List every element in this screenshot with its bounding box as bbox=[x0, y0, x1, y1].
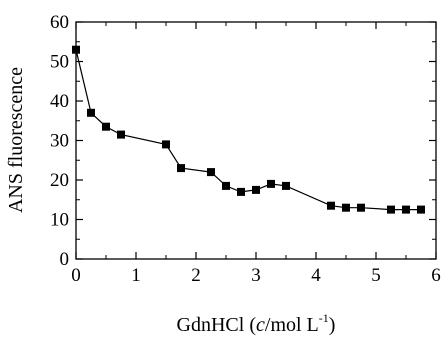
y-tick-label: 40 bbox=[50, 91, 69, 112]
y-tick-label: 30 bbox=[50, 131, 69, 152]
x-tick-label: 6 bbox=[431, 265, 441, 286]
y-tick-label: 0 bbox=[60, 249, 70, 270]
data-point bbox=[282, 181, 290, 190]
data-point bbox=[252, 185, 260, 194]
x-axis-title: GdnHCl (c/mol L-1) bbox=[177, 311, 336, 336]
y-tick-label: 10 bbox=[50, 210, 69, 231]
data-point bbox=[267, 179, 275, 188]
data-point bbox=[207, 168, 215, 177]
data-point bbox=[117, 130, 125, 139]
y-tick-label: 60 bbox=[50, 12, 69, 33]
x-tick-label: 3 bbox=[251, 265, 261, 286]
data-point bbox=[327, 201, 335, 210]
x-tick-label: 0 bbox=[71, 265, 81, 286]
series-line bbox=[75, 49, 421, 211]
plot-frame bbox=[75, 21, 437, 260]
data-point bbox=[342, 203, 350, 212]
data-point bbox=[417, 205, 425, 214]
data-point bbox=[357, 203, 365, 212]
y-tick-label: 20 bbox=[50, 170, 69, 191]
x-tick-label: 2 bbox=[191, 265, 201, 286]
data-point bbox=[177, 164, 185, 173]
data-points bbox=[72, 45, 425, 214]
data-point bbox=[402, 205, 410, 214]
data-point bbox=[87, 108, 95, 117]
x-tick-label: 1 bbox=[131, 265, 141, 286]
data-point bbox=[387, 205, 395, 214]
data-point bbox=[102, 122, 110, 131]
tick-marks bbox=[75, 21, 437, 260]
data-point bbox=[162, 140, 170, 149]
data-point bbox=[72, 45, 80, 54]
y-tick-label: 50 bbox=[50, 52, 69, 73]
x-tick-label: 4 bbox=[311, 265, 321, 286]
x-tick-label: 5 bbox=[371, 265, 381, 286]
y-axis-title: ANS fluorescence bbox=[5, 67, 27, 213]
data-point bbox=[222, 181, 230, 190]
data-point bbox=[237, 187, 245, 196]
